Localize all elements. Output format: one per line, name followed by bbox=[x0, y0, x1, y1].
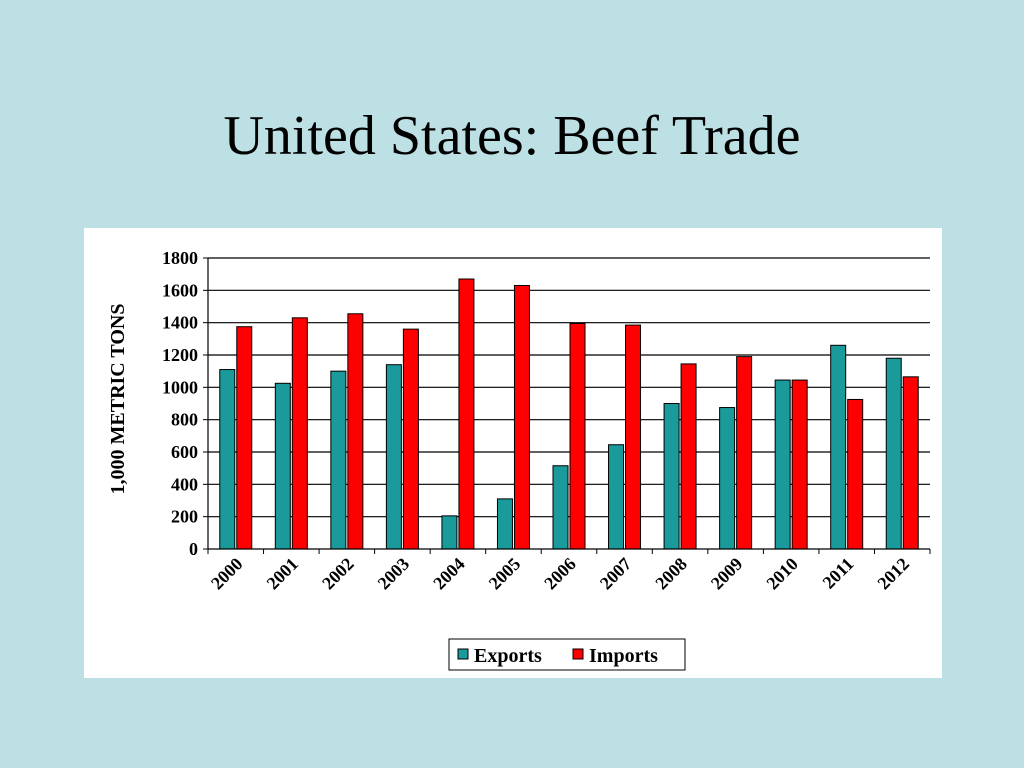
bar-imports-2007 bbox=[625, 324, 642, 550]
bar-imports-2000 bbox=[236, 326, 253, 550]
x-tick-label: 2010 bbox=[762, 554, 802, 594]
y-tick-label: 1800 bbox=[162, 248, 198, 268]
bar-exports-2004 bbox=[441, 515, 458, 550]
bar-exports-2006 bbox=[552, 465, 569, 550]
bar-imports-2009 bbox=[736, 356, 753, 550]
x-tick-label: 2012 bbox=[873, 554, 913, 594]
x-tick-label: 2008 bbox=[651, 554, 691, 594]
x-tick-label: 2002 bbox=[318, 554, 358, 594]
y-tick-label: 400 bbox=[171, 474, 198, 494]
x-tick-label: 2009 bbox=[707, 554, 747, 594]
x-tick-label: 2007 bbox=[596, 554, 636, 594]
bar-exports-2005 bbox=[496, 498, 513, 550]
axes bbox=[203, 257, 931, 554]
y-tick-label: 1200 bbox=[162, 345, 198, 365]
bar-imports-2005 bbox=[513, 284, 530, 550]
bar-imports-2002 bbox=[347, 313, 364, 550]
legend-swatch-imports bbox=[572, 648, 584, 660]
bar-imports-2003 bbox=[402, 328, 419, 550]
y-axis-title: 1,000 METRIC TONS bbox=[107, 304, 129, 495]
x-tick-label: 2004 bbox=[429, 554, 469, 594]
bars bbox=[219, 278, 919, 550]
x-tick-label: 2006 bbox=[540, 554, 580, 594]
legend-label-imports: Imports bbox=[589, 645, 658, 667]
bar-imports-2011 bbox=[847, 398, 864, 550]
x-tick-label: 2005 bbox=[485, 554, 525, 594]
bar-exports-2010 bbox=[774, 379, 791, 550]
bar-imports-2010 bbox=[791, 379, 808, 550]
bar-exports-2009 bbox=[719, 407, 736, 550]
gridlines bbox=[208, 257, 930, 518]
bar-exports-2011 bbox=[830, 344, 847, 550]
bar-imports-2001 bbox=[291, 317, 308, 550]
slide-title: United States: Beef Trade bbox=[223, 105, 801, 167]
x-tick-label: 2011 bbox=[819, 554, 858, 593]
bar-exports-2007 bbox=[608, 444, 625, 550]
legend-box bbox=[448, 638, 686, 671]
bar-imports-2004 bbox=[458, 278, 475, 550]
x-tick-labels: 2000 2001 2002 2003 2004 2005 2006 2007 2008 2009… bbox=[207, 554, 913, 594]
y-tick-label: 200 bbox=[171, 507, 198, 527]
bar-exports-2003 bbox=[385, 364, 402, 550]
bar-exports-2000 bbox=[219, 369, 236, 550]
bar-exports-2002 bbox=[330, 370, 347, 550]
bar-imports-2012 bbox=[902, 376, 919, 550]
y-tick-label: 600 bbox=[171, 442, 198, 462]
bar-imports-2008 bbox=[680, 363, 697, 550]
x-tick-label: 2003 bbox=[374, 554, 414, 594]
legend: Exports Imports bbox=[448, 638, 686, 671]
y-tick-labels: 0 200 400 600 800 1000 1200 1400 1600 1800 bbox=[162, 248, 198, 559]
bar-exports-2001 bbox=[274, 382, 291, 550]
bar-imports-2006 bbox=[569, 322, 586, 550]
y-tick-label: 1600 bbox=[162, 280, 198, 300]
bar-exports-2012 bbox=[885, 357, 902, 550]
x-tick-label: 2001 bbox=[263, 554, 303, 594]
chart-panel: 0 200 400 600 800 1000 1200 1400 1600 1800 2000 20… bbox=[84, 228, 942, 678]
bar-exports-2008 bbox=[663, 403, 680, 550]
legend-swatch-exports bbox=[457, 648, 469, 660]
legend-label-exports: Exports bbox=[474, 645, 542, 667]
y-tick-label: 0 bbox=[189, 539, 198, 559]
x-tick-label: 2000 bbox=[207, 554, 247, 594]
y-tick-label: 1400 bbox=[162, 313, 198, 333]
y-tick-label: 800 bbox=[171, 410, 198, 430]
y-tick-label: 1000 bbox=[162, 377, 198, 397]
